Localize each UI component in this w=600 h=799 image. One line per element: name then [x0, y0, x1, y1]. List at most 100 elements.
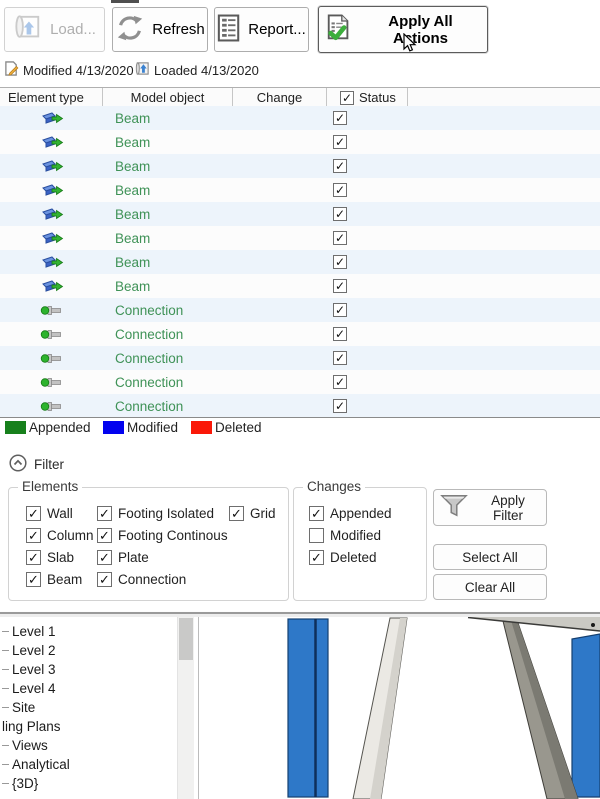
status-checkbox[interactable]: [333, 255, 347, 269]
light-brace[interactable]: [352, 617, 408, 799]
tree-item-label: Level 3: [12, 662, 56, 677]
panel-divider: [198, 617, 199, 799]
tree-item[interactable]: Level 4: [0, 679, 177, 698]
legend-item: Modified: [103, 420, 178, 435]
filter-checkbox[interactable]: [26, 549, 41, 565]
table-row[interactable]: Connection: [0, 298, 600, 322]
filter-checkbox-row[interactable]: Slab: [26, 546, 94, 568]
tree-branch-dash: [2, 764, 9, 765]
table-row[interactable]: Beam: [0, 274, 600, 298]
report-button[interactable]: Report...: [214, 7, 309, 52]
blue-column-left[interactable]: [287, 618, 329, 798]
table-row[interactable]: Beam: [0, 250, 600, 274]
filter-checkbox-row[interactable]: Appended: [309, 502, 392, 524]
tree-item-label: Views: [12, 738, 48, 753]
status-checkbox[interactable]: [333, 135, 347, 149]
filter-checkbox-row[interactable]: Footing Isolated: [97, 502, 228, 524]
select-all-button[interactable]: Select All: [433, 544, 547, 570]
table-row[interactable]: Connection: [0, 370, 600, 394]
tree-item[interactable]: Level 1: [0, 622, 177, 641]
status-checkbox[interactable]: [333, 111, 347, 125]
model-3d-view[interactable]: [200, 617, 600, 799]
horizontal-splitter[interactable]: [0, 611, 600, 617]
status-checkbox[interactable]: [333, 351, 347, 365]
filter-checkbox-row[interactable]: Modified: [309, 524, 392, 546]
filter-checkbox[interactable]: [309, 527, 324, 543]
connection-icon: [0, 351, 103, 366]
column-header-change[interactable]: Change: [233, 88, 327, 107]
filter-checkbox-row[interactable]: Footing Continous: [97, 524, 228, 546]
legend-item: Deleted: [191, 420, 262, 435]
model-object-cell: Beam: [115, 158, 151, 174]
status-checkbox[interactable]: [333, 279, 347, 293]
filter-checkbox[interactable]: [97, 505, 112, 521]
column-header-element-type[interactable]: Element type: [0, 88, 103, 107]
filter-checkbox-row[interactable]: Beam: [26, 568, 94, 590]
clear-all-button[interactable]: Clear All: [433, 574, 547, 600]
filter-checkbox-row[interactable]: Connection: [97, 568, 228, 590]
status-checkbox[interactable]: [333, 207, 347, 221]
tree-scrollbar[interactable]: [177, 617, 194, 799]
status-checkbox[interactable]: [333, 375, 347, 389]
tree-item[interactable]: {3D}: [0, 774, 177, 793]
table-row[interactable]: Connection: [0, 322, 600, 346]
load-button[interactable]: Load...: [4, 7, 105, 52]
collapse-chevron-icon[interactable]: [9, 454, 27, 475]
filter-checkbox[interactable]: [309, 505, 324, 521]
apply-filter-button[interactable]: Apply Filter: [433, 489, 547, 526]
filter-checkbox-label: Wall: [47, 505, 73, 521]
tree-item-label: Analytical: [12, 757, 70, 772]
filter-checkbox-row[interactable]: Plate: [97, 546, 228, 568]
legend-swatch: [191, 421, 212, 434]
filter-checkbox-row[interactable]: Column: [26, 524, 94, 546]
column-header-filler: [408, 88, 600, 107]
status-checkbox[interactable]: [333, 303, 347, 317]
tree-scrollbar-thumb[interactable]: [179, 618, 193, 660]
filter-checkbox[interactable]: [97, 571, 112, 587]
status-header-checkbox[interactable]: [340, 90, 354, 105]
apply-filter-label: Apply Filter: [491, 492, 525, 523]
tree-item[interactable]: Site: [0, 698, 177, 717]
table-row[interactable]: Connection: [0, 394, 600, 417]
model-object-cell: Beam: [115, 254, 151, 270]
filter-checkbox[interactable]: [309, 549, 324, 565]
table-row[interactable]: Connection: [0, 346, 600, 370]
filter-expander[interactable]: Filter: [9, 454, 64, 475]
filter-checkbox[interactable]: [229, 505, 244, 521]
table-row[interactable]: Beam: [0, 226, 600, 250]
table-row[interactable]: Beam: [0, 130, 600, 154]
status-checkbox[interactable]: [333, 183, 347, 197]
status-checkbox[interactable]: [333, 231, 347, 245]
tree-item[interactable]: Level 3: [0, 660, 177, 679]
column-header-model-object[interactable]: Model object: [103, 88, 233, 107]
filter-checkbox-row[interactable]: Wall: [26, 502, 94, 524]
filter-checkbox[interactable]: [26, 571, 41, 587]
tree-item[interactable]: ling Plans: [0, 717, 177, 736]
filter-checkbox-row[interactable]: Deleted: [309, 546, 392, 568]
change-table-body[interactable]: Beam Beam Beam Beam Beam Beam Beam Beam …: [0, 106, 600, 418]
blue-column-right[interactable]: [571, 633, 600, 798]
slab[interactable]: [467, 617, 600, 632]
status-cell: [327, 397, 347, 415]
refresh-button[interactable]: Refresh: [112, 7, 208, 52]
filter-checkbox[interactable]: [97, 549, 112, 565]
table-row[interactable]: Beam: [0, 202, 600, 226]
filter-checkbox[interactable]: [97, 527, 112, 543]
status-checkbox[interactable]: [333, 399, 347, 413]
filter-checkbox[interactable]: [26, 527, 41, 543]
tree-item[interactable]: Views: [0, 736, 177, 755]
filter-checkbox[interactable]: [26, 505, 41, 521]
apply-all-actions-button[interactable]: Apply All Actions: [318, 6, 488, 53]
project-browser-tree[interactable]: Level 1 Level 2 Level 3 Level 4 Site ling Pla…: [0, 617, 177, 799]
status-checkbox[interactable]: [333, 159, 347, 173]
filter-checkbox-row[interactable]: Grid: [229, 502, 276, 524]
bottom-panel: Level 1 Level 2 Level 3 Level 4 Site ling Pla…: [0, 617, 600, 799]
tree-item[interactable]: Analytical: [0, 755, 177, 774]
tree-item[interactable]: Level 2: [0, 641, 177, 660]
table-row[interactable]: Beam: [0, 178, 600, 202]
column-header-status[interactable]: Status: [327, 88, 408, 107]
dark-brace[interactable]: [501, 617, 579, 799]
table-row[interactable]: Beam: [0, 106, 600, 130]
status-checkbox[interactable]: [333, 327, 347, 341]
table-row[interactable]: Beam: [0, 154, 600, 178]
